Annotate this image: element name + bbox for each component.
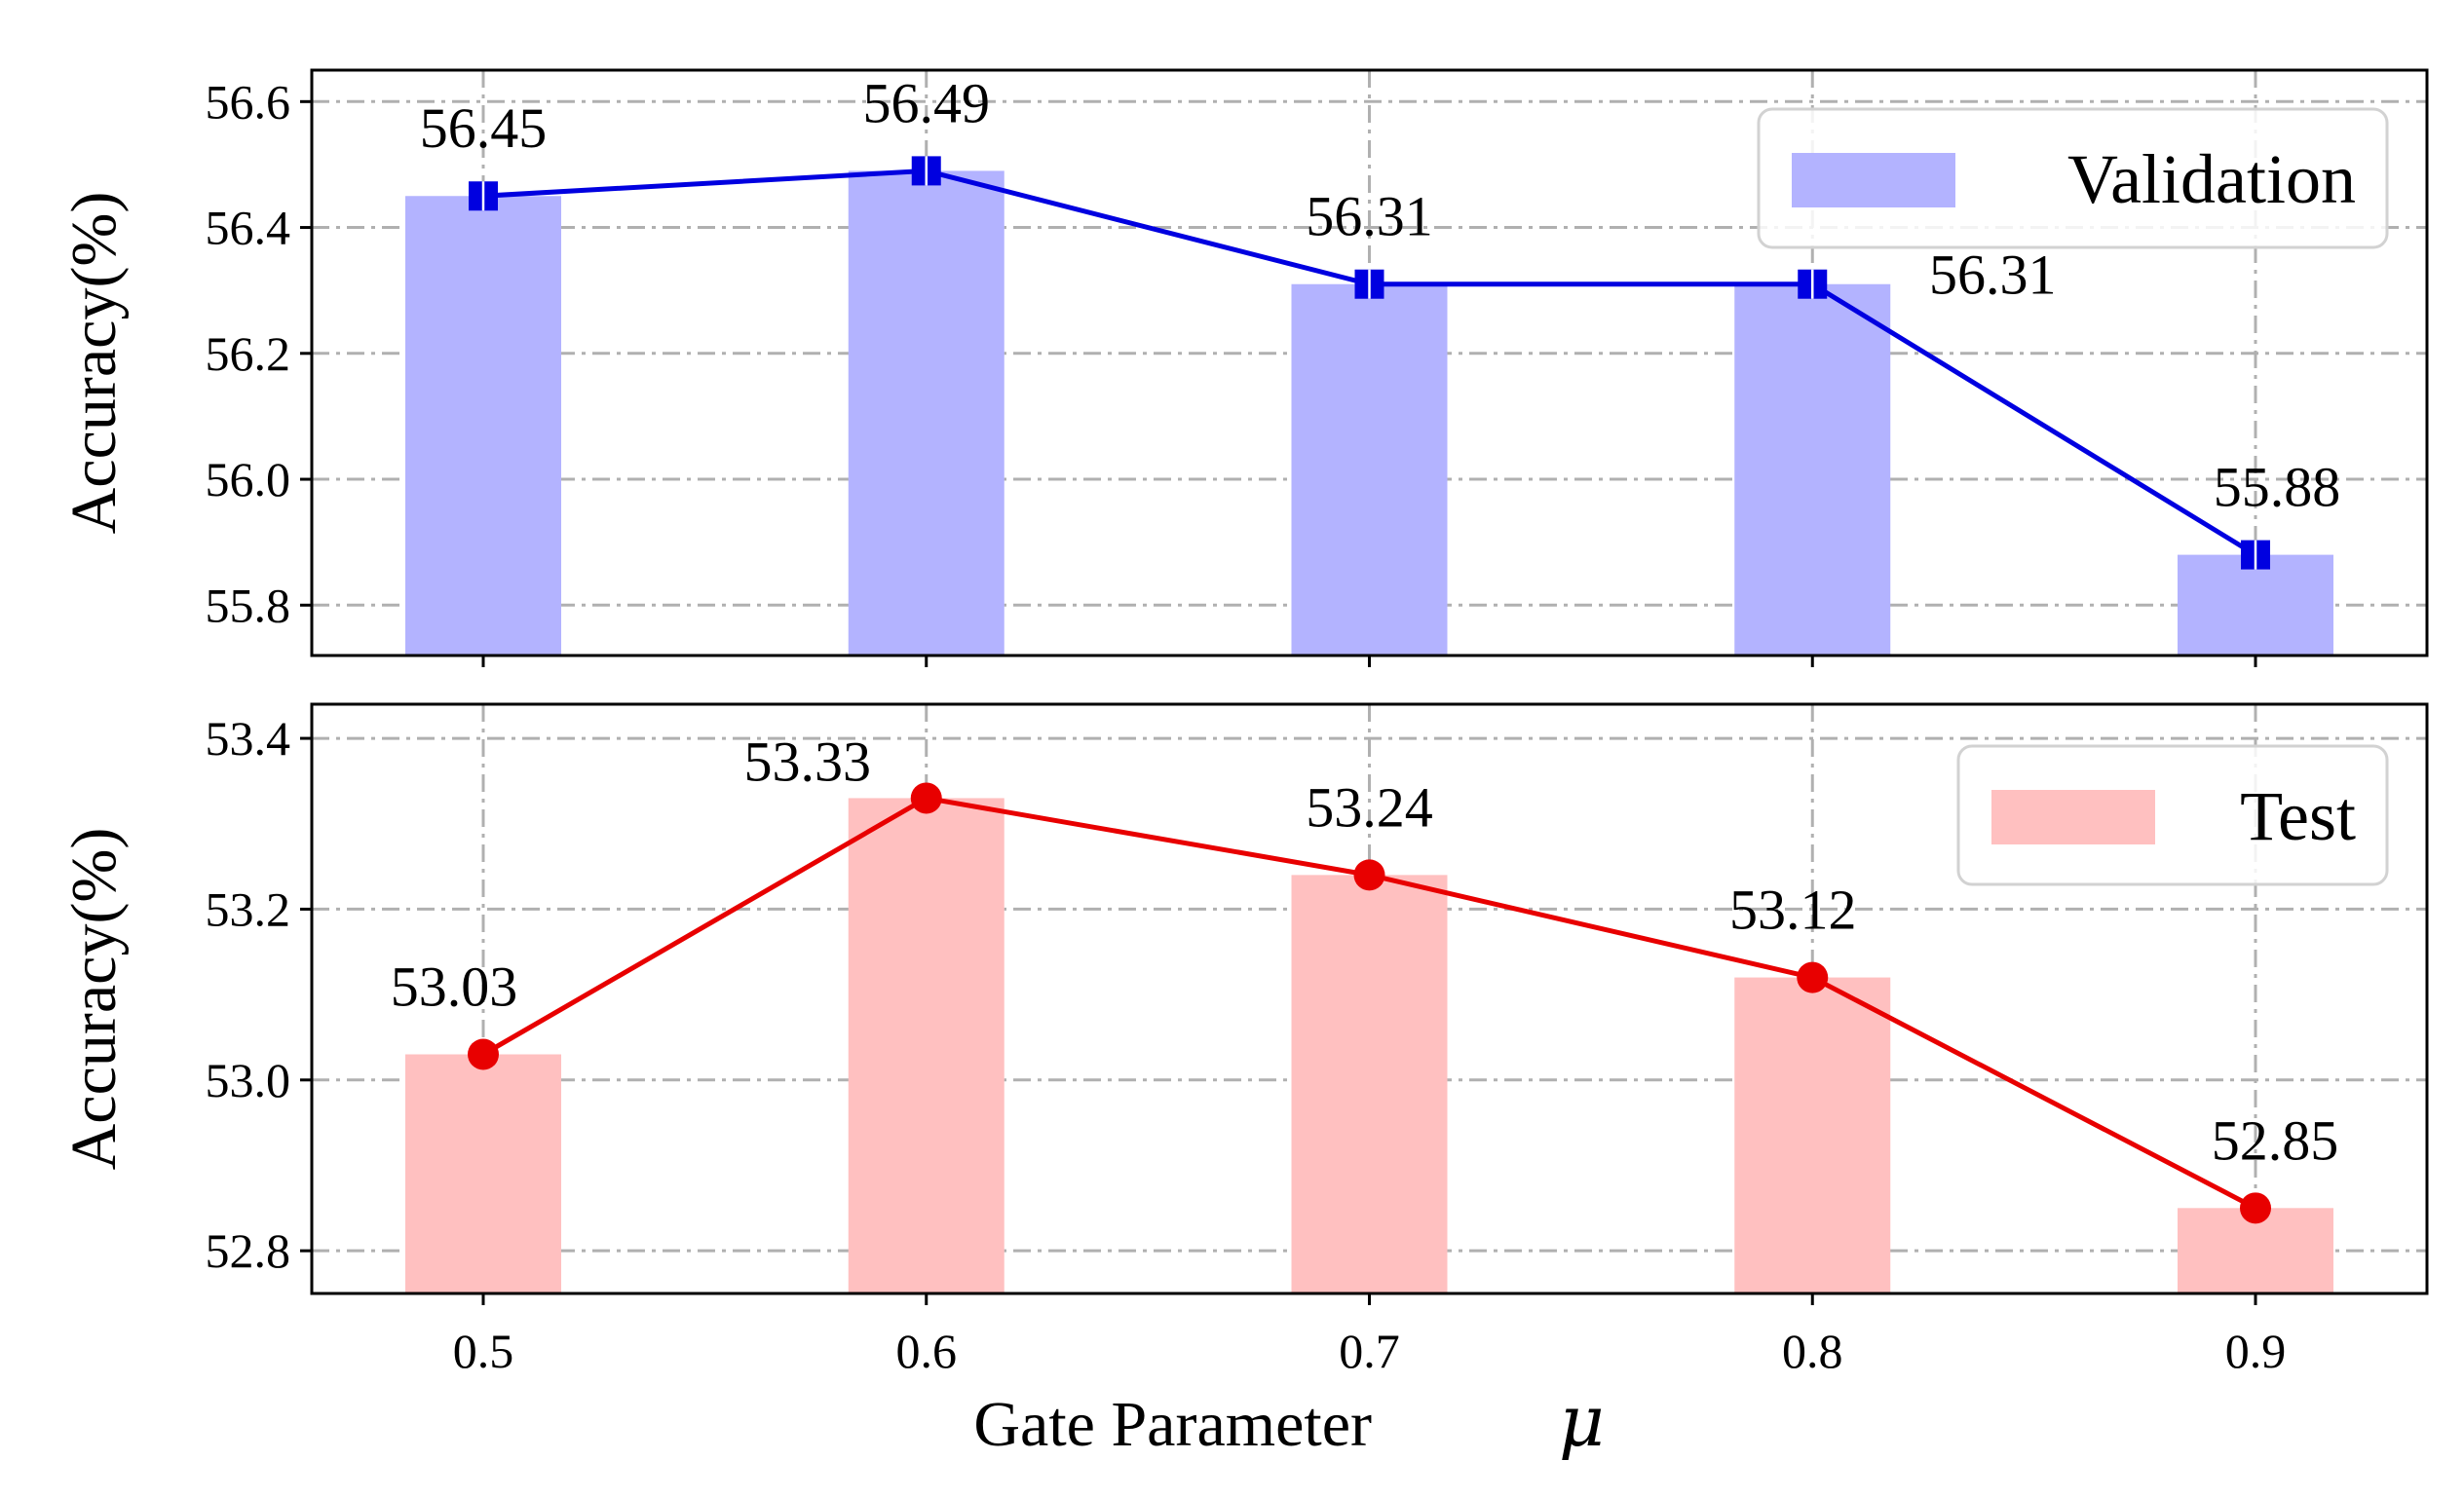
data-label: 56.31 xyxy=(1929,243,2057,307)
legend-swatch xyxy=(1792,153,1955,207)
validation-panel: 56.45 56.49 56.31 56.31 55.88 55.8 56.0 56.2 56.… xyxy=(58,68,2429,667)
data-label: 53.33 xyxy=(744,730,872,793)
bars xyxy=(405,170,2333,656)
x-tick-label: 0.9 xyxy=(2225,1324,2287,1378)
data-label: 53.12 xyxy=(1729,879,1857,942)
markers xyxy=(468,782,2271,1224)
x-axis-title: Gate Parameter μ xyxy=(973,1380,1604,1462)
legend: Validation xyxy=(1757,107,2389,249)
data-point xyxy=(1797,961,1829,993)
bar xyxy=(1291,875,1448,1293)
x-tick-label: 0.5 xyxy=(453,1324,514,1378)
data-label: 53.24 xyxy=(1306,775,1433,839)
bar xyxy=(2178,554,2333,655)
data-label: 55.88 xyxy=(2214,456,2341,519)
x-tick-label: 0.6 xyxy=(896,1324,958,1378)
y-tick-label: 53.0 xyxy=(206,1053,291,1107)
legend-label: Test xyxy=(2240,777,2356,855)
data-label: 56.49 xyxy=(863,71,991,134)
bar xyxy=(1291,283,1448,655)
y-tick-label: 56.2 xyxy=(206,326,291,381)
bar xyxy=(1734,283,1891,655)
legend-box xyxy=(1956,744,2389,886)
y-axis-label: Accuracy(%) xyxy=(58,192,130,535)
data-labels: 53.03 53.33 53.24 53.12 52.85 xyxy=(391,730,2339,1172)
data-point xyxy=(910,782,942,814)
y-axis: 55.8 56.0 56.2 56.4 56.6 xyxy=(206,74,312,632)
bar xyxy=(848,798,1005,1293)
data-label: 53.03 xyxy=(391,955,518,1018)
data-point xyxy=(2240,1192,2271,1224)
y-axis: 52.8 53.0 53.2 53.4 xyxy=(206,711,312,1278)
data-point xyxy=(468,1038,499,1070)
y-tick-label: 56.0 xyxy=(206,452,291,506)
y-tick-label: 55.8 xyxy=(206,578,291,632)
bar xyxy=(848,170,1005,656)
bar xyxy=(1734,977,1891,1293)
legend-label: Validation xyxy=(2067,140,2356,218)
data-point xyxy=(1353,859,1385,891)
y-tick-label: 56.6 xyxy=(206,74,291,129)
legend: Test xyxy=(1956,744,2389,886)
x-tick-label: 0.7 xyxy=(1339,1324,1400,1378)
x-axis: 0.5 0.6 0.7 0.8 0.9 xyxy=(453,1293,2287,1378)
y-axis-label: Accuracy(%) xyxy=(58,828,130,1171)
bars xyxy=(405,798,2333,1293)
y-tick-label: 52.8 xyxy=(206,1223,291,1278)
data-label: 56.45 xyxy=(420,96,548,160)
y-tick-label: 53.4 xyxy=(206,711,291,766)
x-axis-label-symbol: μ xyxy=(1559,1380,1605,1462)
bar xyxy=(405,1054,561,1293)
test-panel: 53.03 53.33 53.24 53.12 52.85 52.8 53.0 53.2 53.… xyxy=(58,702,2429,1378)
bar xyxy=(405,196,561,655)
legend-box xyxy=(1757,107,2389,249)
y-tick-label: 56.4 xyxy=(206,201,291,255)
markers xyxy=(469,156,2270,570)
y-tick-label: 53.2 xyxy=(206,881,291,936)
data-labels: 56.45 56.49 56.31 56.31 55.88 xyxy=(420,71,2341,518)
data-label: 56.31 xyxy=(1306,185,1433,248)
data-label: 52.85 xyxy=(2212,1108,2339,1172)
x-tick-label: 0.8 xyxy=(1782,1324,1843,1378)
x-axis-label: Gate Parameter xyxy=(973,1389,1372,1460)
x-axis xyxy=(481,655,2257,667)
legend-swatch xyxy=(1991,790,2155,844)
